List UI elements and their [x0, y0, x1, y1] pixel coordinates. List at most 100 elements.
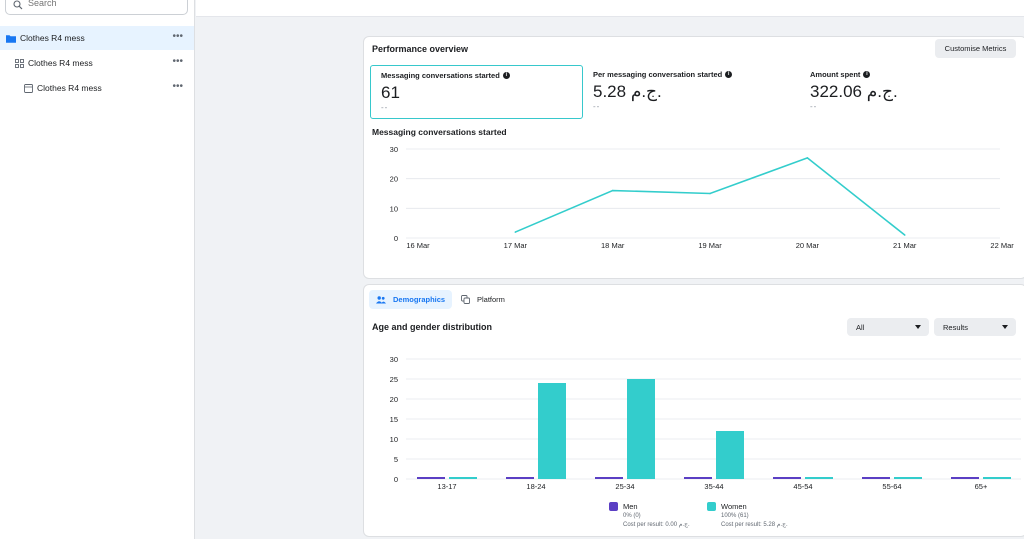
series-line — [515, 156, 906, 236]
y-tick-label: 0 — [394, 234, 398, 243]
data-point — [709, 192, 711, 195]
x-tick-label: 13-17 — [437, 482, 456, 491]
line-chart: 0 10 20 30 16 Mar 17 Mar 18 Mar 19 Mar 20 Mar 21 … — [390, 145, 1015, 250]
bar-men — [951, 477, 979, 479]
search-input[interactable] — [28, 0, 178, 8]
x-tick-label: 65+ — [975, 482, 988, 491]
data-point — [514, 231, 517, 233]
tab-label: Platform — [477, 295, 505, 304]
bar-men — [684, 477, 712, 479]
legend-pct: 100% (61) — [721, 513, 749, 519]
tree-item-ad-set[interactable]: Clothes R4 mess ••• — [0, 51, 194, 75]
y-tick-label: 10 — [390, 435, 398, 444]
performance-title: Performance overview — [372, 44, 469, 54]
metric-value: 5.28 ج.م. — [593, 82, 662, 101]
select-value: Results — [943, 322, 969, 332]
more-options-icon[interactable]: ••• — [172, 31, 183, 42]
demographics-title: Age and gender distribution — [372, 322, 493, 332]
legend-pct: 0% (0) — [623, 513, 641, 519]
metric-label: Amount spent i — [810, 70, 871, 79]
tree-item-campaign[interactable]: Clothes R4 mess ••• — [0, 26, 194, 50]
tab-demographics[interactable]: Demographics — [369, 290, 453, 309]
search-icon — [13, 0, 23, 10]
top-strip — [196, 0, 1024, 17]
bar-men — [506, 477, 534, 479]
metric-label-text: Per messaging conversation started — [593, 70, 723, 79]
bar-men — [417, 477, 445, 479]
metric-value: 61 — [381, 83, 400, 102]
bar-men — [773, 477, 801, 479]
x-tick-label: 21 Mar — [893, 241, 917, 250]
metric-label: Messaging conversations started i — [381, 71, 510, 80]
more-options-icon[interactable]: ••• — [172, 81, 183, 92]
y-tick-label: 5 — [394, 455, 398, 464]
legend-name: Women — [721, 502, 747, 511]
legend-item-men[interactable]: Men 0% (0) Cost per result: 0.00 ج.م. — [609, 502, 709, 532]
x-tick-label: 45-54 — [793, 482, 812, 491]
x-tick-label: 22 Mar — [990, 241, 1014, 250]
metric-label-text: Messaging conversations started — [381, 71, 500, 80]
info-icon[interactable]: i — [863, 71, 871, 78]
bar-women — [538, 383, 566, 479]
metric-label-text: Amount spent — [810, 70, 861, 79]
metric-compare: -- — [593, 102, 601, 111]
tree-item-label: Clothes R4 mess — [28, 58, 93, 68]
customise-metrics-button[interactable]: Customise Metrics — [935, 39, 1016, 58]
legend-item-women[interactable]: Women 100% (61) Cost per result: 5.28 ج.… — [707, 502, 817, 532]
data-point — [806, 157, 809, 159]
bar-women — [894, 477, 922, 479]
people-icon — [376, 295, 386, 304]
bar-women — [716, 431, 744, 479]
metric-filter-select[interactable]: Results — [934, 318, 1016, 336]
search-box[interactable] — [5, 0, 188, 15]
metric-card-conversations[interactable]: Messaging conversations started i 61 -- — [370, 65, 583, 119]
folder-icon — [6, 33, 16, 43]
metric-compare: -- — [810, 102, 818, 111]
y-tick-label: 15 — [390, 415, 398, 424]
metric-card-cost-per-conversation[interactable]: Per messaging conversation started i 5.28… — [583, 65, 798, 119]
tree-item-ad[interactable]: Clothes R4 mess ••• — [0, 76, 194, 100]
x-tick-label: 18 Mar — [601, 241, 625, 250]
legend-swatch — [609, 502, 618, 511]
chevron-down-icon — [1002, 325, 1008, 329]
x-tick-label: 20 Mar — [796, 241, 820, 250]
chevron-down-icon — [915, 325, 921, 329]
more-options-icon[interactable]: ••• — [172, 56, 183, 67]
y-tick-label: 20 — [390, 175, 398, 184]
info-icon[interactable]: i — [725, 71, 733, 78]
tab-platform[interactable]: Platform — [454, 290, 512, 309]
x-tick-label: 19 Mar — [698, 241, 722, 250]
x-tick-label: 55-64 — [882, 482, 901, 491]
y-tick-label: 0 — [394, 475, 398, 484]
x-tick-label: 35-44 — [704, 482, 723, 491]
bar-women — [449, 477, 477, 479]
demographics-card: Demographics Platform Age and gender dis… — [363, 284, 1024, 537]
x-tick-label: 25-34 — [615, 482, 634, 491]
audience-filter-select[interactable]: All — [847, 318, 929, 336]
performance-overview-card: Performance overview Customise Metrics M… — [363, 36, 1024, 279]
y-tick-label: 30 — [390, 145, 398, 154]
metric-label: Per messaging conversation started i — [593, 70, 733, 79]
select-value: All — [856, 322, 865, 332]
metric-card-amount-spent[interactable]: Amount spent i 322.06 ج.م. -- — [800, 65, 1015, 119]
y-tick-label: 20 — [390, 395, 398, 404]
legend-swatch — [707, 502, 716, 511]
metric-value: 322.06 ج.م. — [810, 82, 898, 101]
tree-item-label: Clothes R4 mess — [20, 33, 85, 43]
copy-icon — [461, 295, 470, 304]
tab-label: Demographics — [393, 295, 446, 304]
grid-icon — [14, 58, 24, 68]
sidebar: Clothes R4 mess ••• Clothes R4 mess ••• … — [0, 0, 195, 539]
legend-cost: Cost per result: 5.28 ج.م. — [721, 522, 788, 528]
tree-item-label: Clothes R4 mess — [37, 83, 102, 93]
bar-women — [627, 379, 655, 479]
x-tick-label: 16 Mar — [406, 241, 430, 250]
bar-women — [805, 477, 833, 479]
ad-icon — [23, 83, 33, 93]
y-tick-label: 10 — [390, 204, 398, 213]
info-icon[interactable]: i — [502, 72, 510, 79]
data-point — [903, 234, 906, 236]
bar-women — [983, 477, 1011, 479]
metric-compare: -- — [381, 103, 389, 112]
legend-cost: Cost per result: 0.00 ج.م. — [623, 522, 690, 528]
